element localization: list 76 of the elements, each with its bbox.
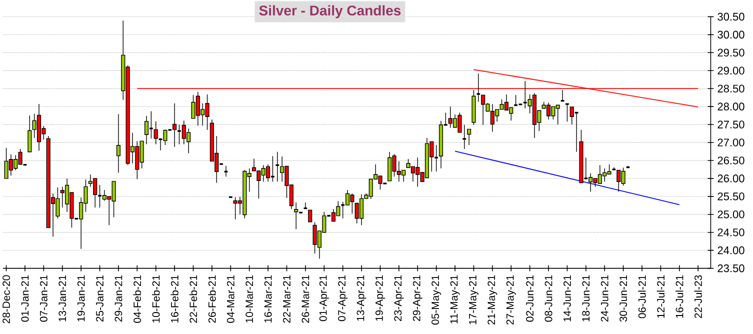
candlestick: [270, 156, 276, 182]
x-tick-label: 19-Jan-21: [77, 275, 85, 322]
candlestick: [163, 129, 168, 146]
x-tick-label: 07-Jan-21: [40, 275, 48, 322]
x-tick-label: 02-Jun-21: [526, 275, 534, 322]
x-tick-label: 06-Jul-21: [638, 275, 646, 318]
candlestick: [294, 202, 298, 230]
candlestick: [28, 115, 32, 152]
x-tick-label: 05-May-21: [432, 275, 442, 324]
x-tick-label: 14-Jun-21: [563, 275, 571, 322]
x-tick-label: 26-Mar-21: [302, 275, 310, 323]
y-tick-label: 23.50: [718, 264, 744, 272]
candlestick: [359, 194, 364, 226]
x-tick-label: 10-Mar-21: [246, 275, 254, 322]
candlestick: [532, 92, 537, 138]
candlestick: [467, 128, 472, 146]
candlestick: [154, 120, 158, 145]
x-tick-label: 22-Jul-23: [694, 275, 702, 318]
candlestick: [579, 129, 584, 183]
x-tick-label: 01-Jan-21: [21, 275, 29, 322]
x-tick-label: 04-Mar-21: [226, 275, 234, 323]
candlestick: [308, 210, 312, 222]
x-tick-label: 30-Jun-21: [620, 275, 628, 322]
x-tick-label: 22-Mar-21: [283, 275, 290, 323]
x-tick-label: 16-Jul-21: [676, 275, 684, 318]
x-tick-label: 23-Apr-21: [394, 275, 404, 321]
candlestick: [176, 124, 182, 145]
x-tick-label: 01-Apr-21: [319, 275, 329, 321]
x-tick-label: 29-Apr-21: [412, 275, 422, 321]
y-tick-label: 25.00: [718, 210, 744, 218]
y-tick-label: 25.50: [718, 192, 744, 200]
x-tick-label: 04-Feb-21: [133, 275, 142, 323]
candlestick: [97, 184, 102, 208]
candlestick: [472, 90, 476, 126]
y-tick-label: 24.00: [718, 246, 744, 254]
x-tick-label: 13-Jan-21: [58, 275, 66, 322]
x-tick-label: 13-Apr-21: [356, 275, 366, 321]
x-tick-label: 11-May-21: [450, 275, 460, 324]
x-tick-label: 17-May-21: [468, 275, 478, 324]
x-tick-label: 28-Dec-20: [2, 275, 10, 324]
x-tick-label: 21-May-21: [488, 275, 498, 324]
candlestick: [546, 102, 551, 120]
x-tick-label: 26-Feb-21: [208, 275, 216, 323]
x-tick-label: 10-Feb-21: [152, 275, 160, 322]
y-tick-label: 29.50: [718, 48, 744, 56]
x-tick-label: 12-Jul-21: [656, 275, 665, 318]
x-tick-label: 24-Jun-21: [600, 275, 608, 322]
y-tick-label: 30.00: [718, 30, 744, 38]
x-tick-label: 29-Jan-21: [114, 275, 122, 322]
y-tick-label: 28.00: [718, 102, 744, 110]
y-tick-label: 26.50: [718, 156, 744, 164]
x-tick-label: 16-Mar-21: [264, 275, 272, 322]
candlestick: [564, 103, 570, 122]
y-tick-label: 28.50: [718, 84, 744, 92]
x-tick-label: 27-May-21: [506, 275, 516, 324]
x-tick-label: 08-Jun-21: [544, 275, 552, 322]
candlestick: [144, 115, 149, 145]
x-tick-label: 07-Apr-21: [338, 275, 348, 321]
candlestick: [570, 106, 574, 125]
y-tick-label: 24.50: [718, 228, 744, 236]
candlestick: [513, 94, 518, 106]
candlestick: [434, 144, 439, 172]
candlestick: [36, 104, 42, 151]
y-tick-label: 27.00: [718, 138, 744, 146]
x-tick-label: 19-Apr-21: [375, 275, 385, 321]
x-tick-label: 16-Feb-21: [170, 275, 178, 322]
x-tick-label: 25-Jan-21: [96, 275, 104, 322]
y-tick-label: 27.50: [718, 120, 744, 128]
y-tick-label: 29.00: [718, 66, 744, 74]
y-tick-label: 26.00: [718, 174, 744, 182]
candlestick: [116, 114, 120, 173]
candlestick: [438, 120, 444, 169]
x-tick-label: 22-Feb-21: [189, 275, 198, 323]
y-tick-label: 30.50: [718, 12, 744, 20]
x-tick-label: 18-Jun-21: [582, 275, 590, 322]
chart-title: Silver - Daily Candles: [259, 5, 401, 18]
